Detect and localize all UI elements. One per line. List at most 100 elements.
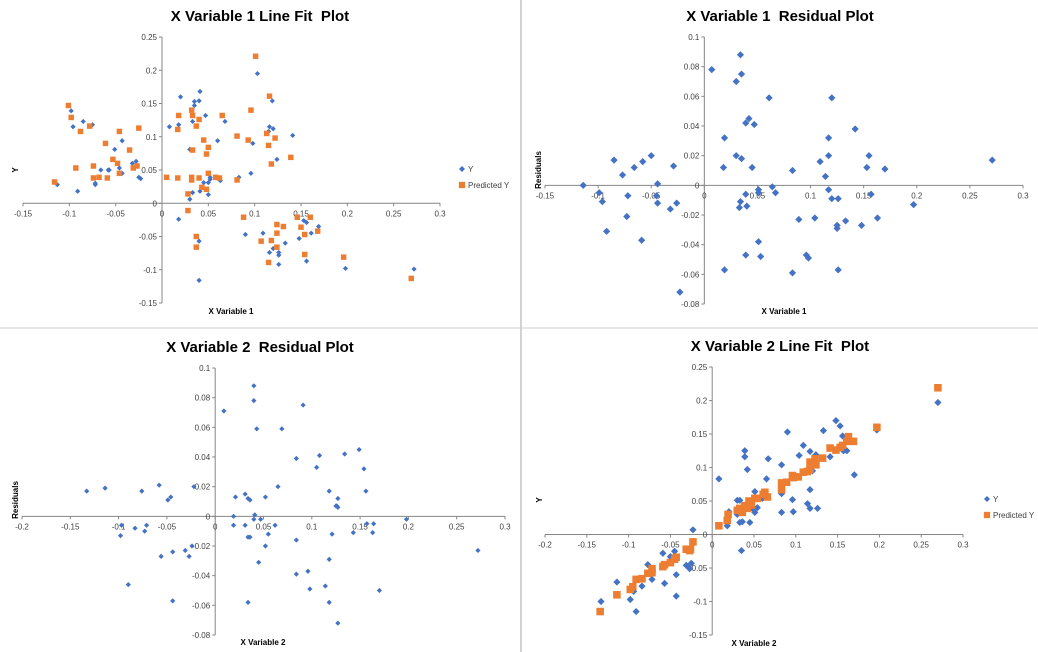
y-point (737, 546, 746, 555)
x-tick-label: -0.2 (538, 541, 552, 550)
y-point (828, 195, 836, 203)
y-point (595, 189, 603, 197)
y-point (260, 230, 266, 236)
x-tick-label: -0.05 (642, 191, 661, 200)
y-point (350, 530, 356, 536)
y-point (303, 258, 310, 264)
y-point (819, 427, 827, 435)
y-point (813, 504, 822, 512)
y-tick-label: 0 (703, 531, 708, 540)
y-point (262, 494, 269, 500)
y-point (201, 180, 207, 186)
predicted-y-point (806, 458, 814, 466)
y-point (881, 165, 889, 173)
y-point (222, 118, 228, 125)
y-point (335, 495, 341, 502)
y-point (742, 190, 750, 198)
legend: Y Predicted Y (458, 165, 510, 190)
y-point (250, 140, 256, 146)
scatter-chart: -0.15 -0.1 -0.05 0 0.05 0.1 0.15 0.2 0.25 -0.2 -0.… (538, 363, 1035, 640)
legend-diamond-icon (984, 496, 990, 502)
predicted-y-point (77, 128, 84, 135)
y-point (142, 528, 148, 534)
legend-entry: Y (468, 165, 474, 174)
y-point (230, 522, 237, 528)
y-point (638, 582, 646, 590)
predicted-y-point (736, 504, 744, 513)
predicted-y-point (843, 437, 851, 446)
y-point (670, 547, 679, 555)
y-point (863, 163, 871, 172)
x-tick-label: 0.2 (342, 209, 354, 218)
y-point (191, 484, 197, 490)
y-tick-label: 0 (153, 199, 158, 208)
x-tick-label: 0.3 (434, 209, 446, 218)
predicted-y-point (301, 251, 308, 258)
y-point (215, 138, 221, 144)
y-point (647, 152, 655, 160)
y-point (826, 453, 834, 461)
y-point (754, 238, 763, 246)
y-point (842, 217, 850, 225)
y-point (196, 98, 202, 104)
predicted-y-point (104, 175, 111, 181)
legend-entry: Y (993, 495, 999, 504)
y-tick-label: -0.04 (681, 241, 700, 250)
y-tick-label: -0.05 (689, 564, 708, 573)
y-tick-label: 0.2 (696, 397, 708, 406)
y-point (296, 235, 302, 242)
x-tick-label: 0 (702, 191, 707, 200)
y-point (176, 122, 182, 128)
legend-diamond-icon (459, 166, 465, 172)
predicted-y-point (163, 174, 170, 181)
predicted-y-point (288, 154, 294, 161)
y-point (660, 579, 669, 588)
y-point (186, 553, 192, 559)
y-point (788, 496, 797, 504)
predicted-y-point (188, 107, 195, 113)
predicted-y-point (613, 591, 621, 599)
y-tick-label: 0.05 (692, 497, 708, 506)
y-point (274, 156, 280, 162)
y-point (762, 475, 771, 483)
y-tick-label: 0.2 (146, 66, 158, 75)
predicted-y-point (216, 175, 223, 181)
y-tick-label: 0.02 (684, 152, 700, 161)
predicted-y-point (116, 170, 123, 177)
y-point (254, 426, 260, 432)
y-point (361, 466, 367, 472)
y-point (754, 189, 763, 197)
y-point (735, 203, 743, 212)
y-point (768, 183, 776, 191)
y-point (270, 126, 276, 132)
y-point (196, 277, 202, 283)
y-point (314, 464, 320, 470)
legend-entry: Predicted Y (993, 511, 1035, 520)
y-point (254, 70, 261, 77)
y-point (166, 124, 173, 130)
y-point (197, 88, 203, 95)
predicted-y-point (258, 238, 264, 244)
y-point (92, 182, 98, 188)
y-point (356, 446, 362, 453)
predicted-y-point (686, 545, 695, 554)
predicted-y-point (753, 494, 762, 503)
y-point (266, 124, 273, 130)
predicted-y-point (234, 177, 240, 183)
y-tick-label: 0.1 (696, 464, 708, 473)
predicted-y-point (213, 174, 219, 181)
y-tick-label: 0 (206, 512, 211, 521)
y-point (342, 265, 349, 272)
x-tick-label: 0.05 (746, 541, 762, 550)
y-point (638, 236, 646, 244)
x-tick-label: -0.05 (158, 522, 177, 531)
y-point (751, 488, 759, 496)
y-point (158, 553, 164, 559)
y-point (144, 522, 150, 528)
predicted-y-point (301, 231, 308, 238)
y-point (326, 488, 332, 494)
y-point (745, 114, 753, 123)
x-tick-label: 0 (160, 209, 165, 218)
y-point (597, 597, 605, 606)
y-point (821, 172, 830, 181)
